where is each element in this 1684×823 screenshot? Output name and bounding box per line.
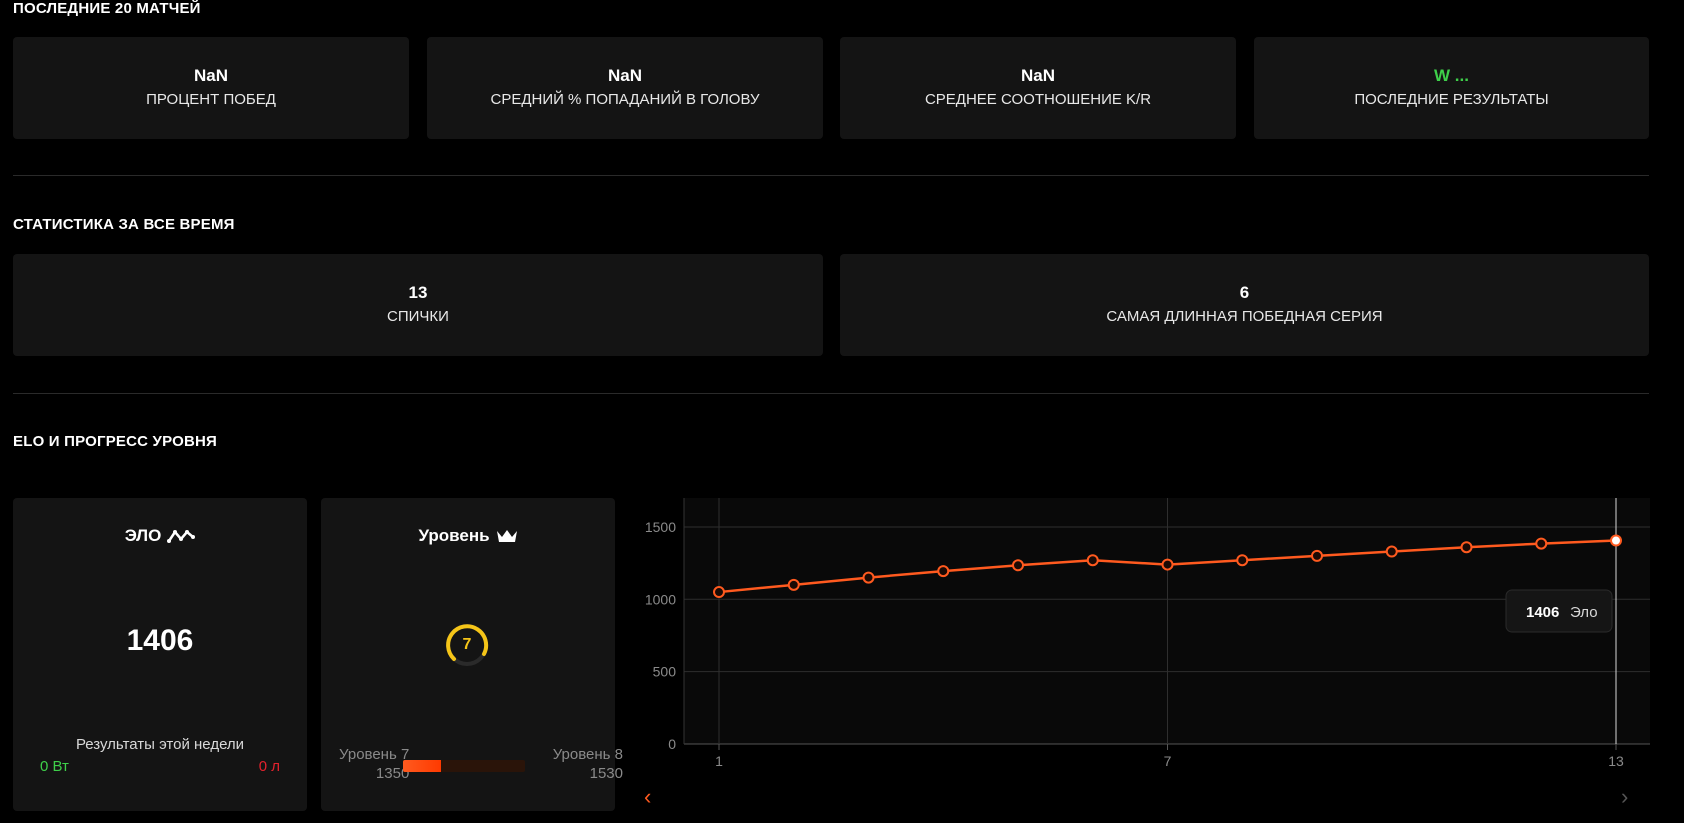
section-title-last-20: ПОСЛЕДНИЕ 20 МАТЧЕЙ — [13, 0, 201, 17]
stat-card-kr-ratio: NaN СРЕДНЕЕ СООТНОШЕНИЕ K/R — [840, 37, 1236, 139]
x-tick-label: 1 — [715, 753, 723, 769]
current-level-label: Уровень 7 — [339, 746, 410, 763]
elo-data-point — [713, 586, 725, 599]
stat-label: СПИЧКИ — [387, 308, 449, 325]
stat-label: САМАЯ ДЛИННАЯ ПОБЕДНАЯ СЕРИЯ — [1106, 308, 1383, 325]
stat-card-headshot: NaN СРЕДНИЙ % ПОПАДАНИЙ В ГОЛОВУ — [427, 37, 823, 139]
divider — [13, 393, 1649, 394]
current-level-elo: 1350 — [375, 765, 410, 782]
elo-data-point — [787, 578, 800, 591]
level-progress-bar — [403, 760, 525, 772]
chart-tooltip — [1505, 589, 1613, 633]
y-tick-label: 1000 — [645, 591, 676, 607]
tooltip-value: 1406 — [1526, 604, 1559, 621]
stat-card-matches: 13 СПИЧКИ — [13, 254, 823, 356]
y-tick-label: 500 — [653, 664, 677, 680]
stat-label: СРЕДНИЙ % ПОПАДАНИЙ В ГОЛОВУ — [490, 91, 760, 108]
next-level-label: Уровень 8 — [552, 746, 623, 763]
elo-data-point — [1086, 554, 1099, 567]
elo-chart[interactable]: 0 500 1000 1500 1 7 13 1406 Эло — [644, 498, 1650, 798]
next-level-info: Уровень 8 1530 — [553, 745, 623, 783]
stat-label: ПРОЦЕНТ ПОБЕД — [146, 91, 276, 108]
elo-title-text: ЭЛО — [124, 526, 162, 545]
level-panel: Уровень 7 Уровень 7 1350 Уровень 8 1530 — [321, 498, 623, 811]
stat-value: 13 — [408, 283, 428, 302]
stat-label: СРЕДНЕЕ СООТНОШЕНИЕ K/R — [924, 91, 1152, 108]
level-gauge — [446, 624, 489, 666]
current-level-info: Уровень 7 1350 — [339, 745, 409, 783]
chart-next-arrow-icon[interactable]: › — [1621, 784, 1629, 809]
stat-value: NaN — [193, 66, 228, 85]
week-results-label: Результаты этой недели — [75, 736, 245, 753]
stat-value: NaN — [607, 66, 642, 85]
stat-card-recent-results: W ... ПОСЛЕДНИЕ РЕЗУЛЬТАТЫ — [1254, 37, 1649, 139]
elo-value: 1406 — [126, 624, 194, 657]
level-title-text: Уровень — [418, 526, 490, 545]
elo-data-point — [862, 571, 875, 584]
week-losses: 0 л — [258, 758, 280, 775]
elo-data-point — [1385, 545, 1398, 558]
stat-label: ПОСЛЕДНИЕ РЕЗУЛЬТАТЫ — [1354, 91, 1549, 108]
stat-value: 6 — [1239, 283, 1250, 302]
elo-data-point — [1012, 559, 1024, 572]
stat-card-win-streak: 6 САМАЯ ДЛИННАЯ ПОБЕДНАЯ СЕРИЯ — [840, 254, 1649, 356]
section-title-all-time: СТАТИСТИКА ЗА ВСЕ ВРЕМЯ — [13, 216, 235, 233]
level-panel-title: Уровень — [321, 526, 615, 546]
y-tick-label: 0 — [668, 736, 676, 752]
elo-data-point — [1161, 558, 1174, 571]
stat-value: NaN — [1020, 66, 1055, 85]
crown-icon — [496, 530, 517, 542]
elo-data-point — [1610, 534, 1622, 547]
level-progress-fill — [403, 760, 441, 772]
chart-prev-arrow-icon[interactable]: ‹ — [644, 784, 652, 809]
divider — [13, 175, 1649, 176]
x-tick-label: 13 — [1608, 753, 1624, 769]
elo-data-point — [1460, 541, 1473, 554]
elo-data-point — [1535, 537, 1548, 550]
elo-data-point — [1311, 549, 1323, 562]
section-title-elo-progress: ELO И ПРОГРЕСС УРОВНЯ — [13, 433, 218, 450]
y-tick-label: 1500 — [645, 519, 676, 535]
elo-panel-title: ЭЛО — [13, 526, 307, 546]
week-wins: 0 Вт — [40, 758, 69, 775]
elo-data-point — [1236, 554, 1249, 567]
elo-data-point — [937, 565, 950, 578]
next-level-elo: 1530 — [589, 765, 623, 782]
recent-results-value: W ... — [1434, 66, 1469, 85]
level-number: 7 — [462, 636, 472, 653]
trend-icon — [167, 530, 196, 543]
stat-card-win-rate: NaN ПРОЦЕНТ ПОБЕД — [13, 37, 409, 139]
tooltip-unit: Эло — [1570, 604, 1598, 621]
x-tick-label: 7 — [1164, 753, 1172, 769]
elo-panel: ЭЛО 1406 Результаты этой недели 0 Вт 0 л — [13, 498, 307, 811]
